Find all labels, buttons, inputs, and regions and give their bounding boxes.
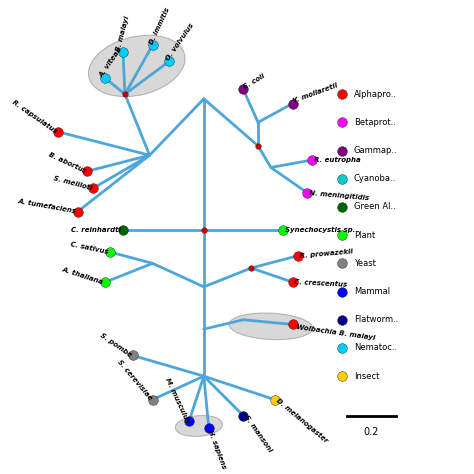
Text: D. immitis: D. immitis xyxy=(148,7,171,45)
Ellipse shape xyxy=(175,416,222,437)
Text: Betaprot..: Betaprot.. xyxy=(354,118,396,127)
Text: S. meliloti: S. meliloti xyxy=(52,175,92,191)
Text: D. melanogaster: D. melanogaster xyxy=(275,397,329,444)
Text: Nematoc..: Nematoc.. xyxy=(354,344,397,353)
Text: A. thaliana: A. thaliana xyxy=(62,266,104,285)
Text: O. volvulus: O. volvulus xyxy=(165,22,195,61)
Text: H. sapiens: H. sapiens xyxy=(207,428,227,469)
Text: Yeast: Yeast xyxy=(354,259,375,268)
Text: Synechocystis sp.: Synechocystis sp. xyxy=(285,228,355,234)
Text: B. malayi: B. malayi xyxy=(115,15,130,52)
Text: Cyanoba..: Cyanoba.. xyxy=(354,174,396,183)
Text: A. tumefaciens: A. tumefaciens xyxy=(17,199,76,215)
Text: R. capsulatus: R. capsulatus xyxy=(10,99,58,134)
Text: B. abortus: B. abortus xyxy=(47,151,87,174)
Text: Y. mollaretii: Y. mollaretii xyxy=(292,82,339,103)
Text: Gammap..: Gammap.. xyxy=(354,146,397,155)
Text: C. sativus: C. sativus xyxy=(70,241,109,255)
Text: Flatworm..: Flatworm.. xyxy=(354,315,398,324)
Text: Wolbachia B. malayi: Wolbachia B. malayi xyxy=(296,324,375,341)
Ellipse shape xyxy=(89,35,185,97)
Text: Insect: Insect xyxy=(354,372,379,381)
Text: Green Al..: Green Al.. xyxy=(354,202,395,211)
Text: R. eutropha: R. eutropha xyxy=(314,157,361,163)
Text: S. cerevisiae: S. cerevisiae xyxy=(116,359,153,401)
Ellipse shape xyxy=(229,313,313,340)
Text: C. reinhardti: C. reinhardti xyxy=(71,228,121,233)
Text: A. viteae: A. viteae xyxy=(98,46,123,78)
Text: M. musculus: M. musculus xyxy=(164,377,191,424)
Text: Mammal: Mammal xyxy=(354,287,390,296)
Text: Alphapro..: Alphapro.. xyxy=(354,90,397,99)
Text: Plant: Plant xyxy=(354,231,375,240)
Text: C. crescentus: C. crescentus xyxy=(294,279,348,288)
Text: N. meningitidis: N. meningitidis xyxy=(309,190,369,201)
Text: 0.2: 0.2 xyxy=(364,427,379,437)
Text: S. pombe: S. pombe xyxy=(99,332,133,358)
Text: E. coli: E. coli xyxy=(242,73,265,90)
Text: R. prowazekii: R. prowazekii xyxy=(299,248,353,259)
Text: S. mansoni: S. mansoni xyxy=(243,414,273,453)
